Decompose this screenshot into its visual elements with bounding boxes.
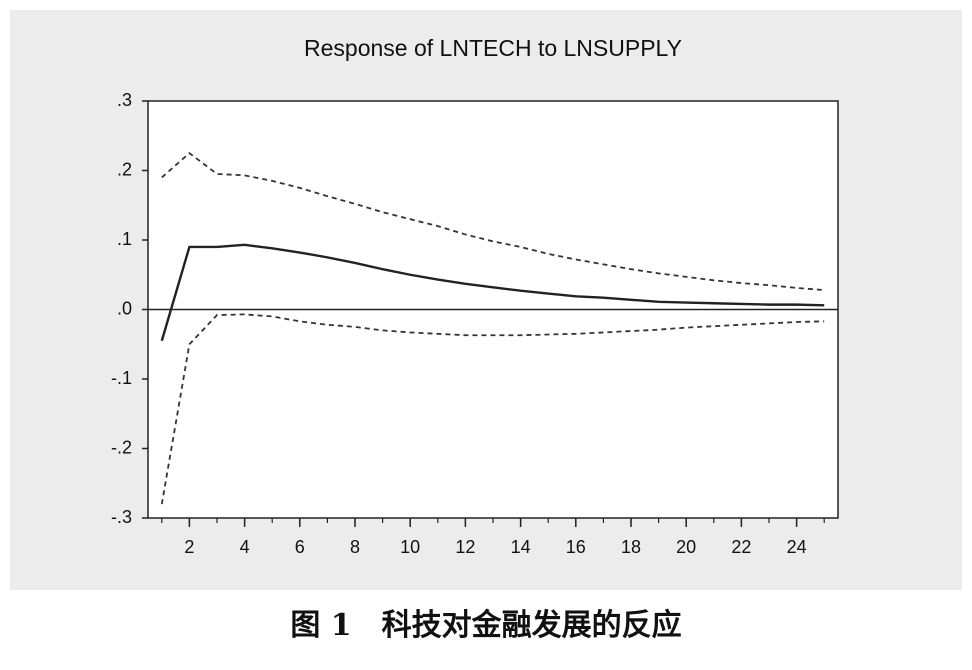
x-tick-label: 14 [511, 537, 531, 557]
figure-caption: 图 1 科技对金融发展的反应 [290, 608, 681, 643]
x-tick-label: 16 [566, 537, 586, 557]
x-tick-label: 2 [184, 537, 194, 557]
response-line [160, 243, 825, 342]
x-tick-label: 10 [400, 537, 420, 557]
chart-title: Response of LNTECH to LNSUPPLY [304, 35, 682, 61]
y-tick-label: .2 [117, 159, 132, 179]
x-tick-label: 24 [787, 537, 807, 557]
x-tick-label: 20 [676, 537, 696, 557]
x-tick-label: 8 [350, 537, 360, 557]
confidence-band [160, 313, 825, 505]
y-tick-label: -.2 [111, 437, 132, 457]
y-tick-label: .0 [117, 298, 132, 318]
x-tick-label: 18 [621, 537, 641, 557]
y-tick-label: -.3 [111, 507, 132, 527]
y-tick-label: .1 [117, 229, 132, 249]
y-tick-label: .3 [117, 90, 132, 110]
confidence-band [161, 151, 825, 291]
x-tick-label: 4 [240, 537, 250, 557]
x-tick-label: 6 [295, 537, 305, 557]
y-tick-label: -.1 [111, 368, 132, 388]
x-tick-label: 22 [731, 537, 751, 557]
x-tick-label: 12 [455, 537, 475, 557]
